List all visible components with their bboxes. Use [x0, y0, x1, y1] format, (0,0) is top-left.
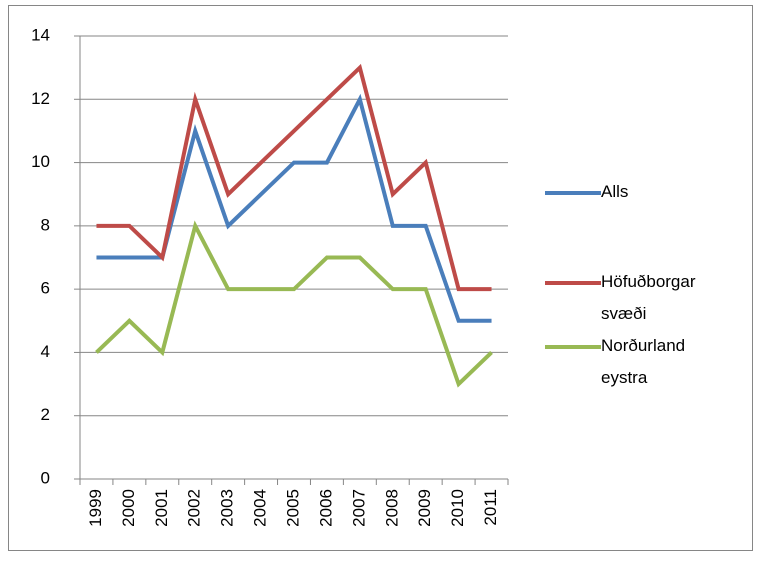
legend-swatch: [545, 191, 601, 195]
x-tick-label: 2006: [316, 489, 335, 527]
x-tick-label: 2005: [283, 489, 302, 527]
x-tick-label: 1999: [86, 489, 105, 527]
legend-label: Norðurland eystra: [601, 336, 686, 387]
data-line: [95, 220, 493, 388]
x-tick-label: 2008: [382, 489, 401, 527]
y-tick-label: 6: [41, 279, 50, 298]
x-tick-label: 2009: [415, 489, 434, 527]
y-tick-label: 10: [31, 152, 50, 171]
x-tick-label: 2000: [119, 489, 138, 527]
x-tick-label: 2011: [481, 489, 500, 526]
legend-label: Alls: [601, 182, 629, 201]
x-tick-label: 2007: [349, 489, 368, 527]
y-tick-label: 14: [31, 25, 50, 44]
legend-entry: Norðurland eystra: [545, 334, 711, 394]
legend-swatch: [545, 281, 601, 285]
data-line: [96, 63, 492, 292]
x-tick-label: 2003: [218, 489, 237, 527]
y-tick-label: 12: [31, 89, 50, 108]
legend-label: Höfuðborgar svæði: [601, 272, 696, 323]
y-tick-label: 4: [41, 342, 50, 361]
chart-border: [8, 5, 753, 551]
y-tick-label: 0: [41, 468, 50, 487]
x-tick-label: 2010: [448, 489, 467, 527]
x-tick-label: 2001: [152, 489, 171, 527]
y-tick-label: 8: [41, 215, 50, 234]
legend-entry: Alls: [545, 180, 731, 208]
legend-swatch: [545, 345, 601, 349]
legend-entry: Höfuðborgar svæði: [545, 270, 711, 330]
y-tick-label: 2: [41, 405, 50, 424]
x-tick-label: 2004: [251, 489, 270, 527]
x-tick-label: 2002: [185, 489, 204, 527]
